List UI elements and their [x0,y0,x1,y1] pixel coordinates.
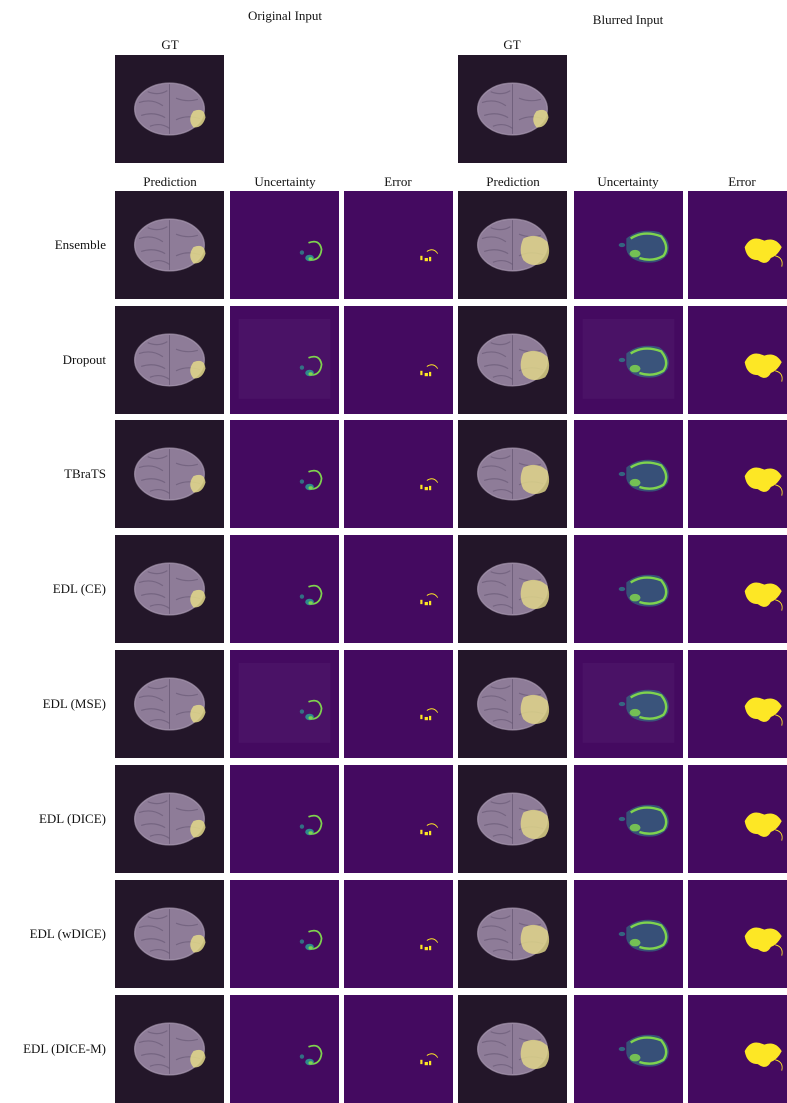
error-original-image [344,880,453,988]
prediction-blurred-image [458,880,567,988]
uncertainty-original-image [230,306,339,414]
prediction-original-image [115,420,224,528]
prediction-original-image [115,880,224,988]
uncertainty-blurred-image [574,765,683,873]
error-original-image [344,995,453,1103]
uncertainty-blurred-image [574,995,683,1103]
uncertainty-blurred-image [574,650,683,758]
prediction-original-image [115,306,224,414]
gt-label-blurred: GT [503,37,521,52]
row-label: Ensemble [54,237,106,252]
column-header-uncertainty-blurred: Uncertainty [597,174,659,189]
prediction-blurred-image [458,995,567,1103]
row-label: EDL (DICE-M) [23,1041,106,1056]
error-blurred-image [688,306,787,414]
uncertainty-original-image [230,650,339,758]
error-blurred-image [688,995,787,1103]
original-input-title: Original Input [247,8,323,23]
error-blurred-image [688,650,787,758]
uncertainty-blurred-image [574,191,683,299]
uncertainty-original-image [230,420,339,528]
prediction-original-image [115,535,224,643]
row-label: Dropout [62,352,106,367]
column-header-prediction-blurred: Prediction [486,174,540,189]
uncertainty-blurred-image [574,535,683,643]
error-blurred-image [688,765,787,873]
blurred-input-title: Blurred Input [592,12,664,27]
prediction-blurred-image [458,650,567,758]
uncertainty-blurred-image [574,420,683,528]
column-header-uncertainty-original: Uncertainty [254,174,316,189]
uncertainty-original-image [230,880,339,988]
error-original-image [344,650,453,758]
uncertainty-original-image [230,765,339,873]
prediction-blurred-image [458,191,567,299]
prediction-original-image [115,191,224,299]
error-original-image [344,765,453,873]
prediction-original-image [115,995,224,1103]
gt-image-blurred [458,55,567,163]
uncertainty-blurred-image [574,880,683,988]
error-original-image [344,306,453,414]
prediction-blurred-image [458,420,567,528]
uncertainty-original-image [230,191,339,299]
uncertainty-blurred-image [574,306,683,414]
row-label: EDL (CE) [52,581,106,596]
gt-image-original [115,55,224,163]
uncertainty-original-image [230,535,339,643]
error-original-image [344,191,453,299]
column-header-error-blurred: Error [728,174,756,189]
column-header-prediction-original: Prediction [143,174,197,189]
prediction-blurred-image [458,535,567,643]
row-label: EDL (wDICE) [29,926,106,941]
error-blurred-image [688,191,787,299]
prediction-blurred-image [458,765,567,873]
prediction-original-image [115,765,224,873]
gt-label-original: GT [161,37,179,52]
prediction-blurred-image [458,306,567,414]
row-label: TBraTS [64,466,106,481]
row-label: EDL (MSE) [42,696,106,711]
error-original-image [344,535,453,643]
uncertainty-original-image [230,995,339,1103]
row-label: EDL (DICE) [38,811,106,826]
error-blurred-image [688,535,787,643]
error-original-image [344,420,453,528]
error-blurred-image [688,420,787,528]
prediction-original-image [115,650,224,758]
column-header-error-original: Error [384,174,412,189]
error-blurred-image [688,880,787,988]
